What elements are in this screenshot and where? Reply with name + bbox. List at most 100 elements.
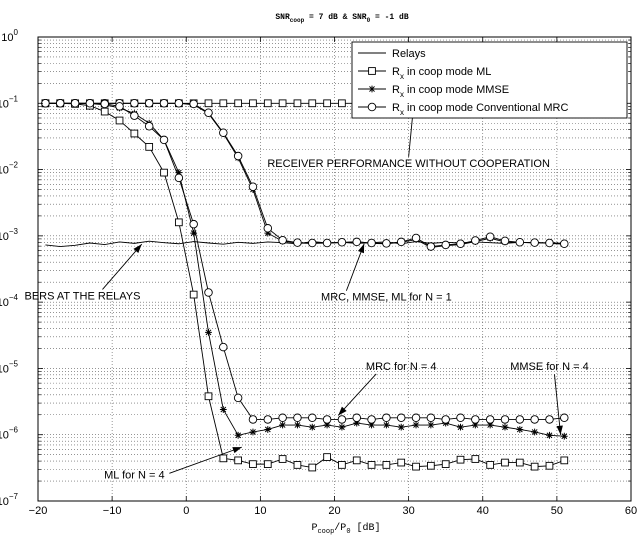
point-mrc-n1 [471, 236, 480, 245]
point-ml-n4 [456, 455, 465, 464]
point-mrc-n4 [396, 413, 406, 423]
point-mmse-n4 [294, 421, 301, 429]
point-ml-n4 [115, 116, 124, 125]
series-ml-n4 [41, 99, 569, 472]
point-mmse-n4 [353, 419, 361, 427]
point-ml-n1 [278, 99, 287, 108]
y-tick-label: 10−2 [0, 161, 19, 177]
point-ml-n4 [204, 392, 213, 401]
point-mrc-n4 [337, 415, 347, 424]
point-mmse-n4 [264, 426, 272, 433]
point-mmse-n4 [516, 426, 524, 433]
point-mrc-n1 [515, 238, 525, 247]
annotation-arrow-head [232, 447, 242, 454]
point-ml-n4 [219, 454, 228, 463]
point-mrc-n4 [382, 413, 391, 423]
point-mrc-n4 [174, 173, 184, 183]
point-mmse-n1 [264, 229, 272, 237]
y-tick-label: 100 [1, 28, 18, 44]
point-mrc-n1 [293, 238, 302, 247]
point-ml-n4 [249, 460, 257, 468]
point-mmse-n4 [249, 428, 257, 436]
legend: Relays Rx in coop mode ML Rx in coop mode … [351, 41, 628, 119]
axis-ticks: −20 −10 0 10 20 30 40 50 60 100 10−1 10−2 10−3 10−4 10… [0, 28, 637, 517]
point-ml-n4 [471, 455, 480, 463]
point-mmse-n4 [486, 421, 494, 429]
series-relays [45, 240, 565, 247]
y-tick-label: 10−5 [0, 359, 19, 375]
point-mmse-n4 [501, 423, 509, 431]
point-mmse-n4 [279, 421, 287, 429]
point-mmse-n4 [219, 406, 227, 413]
point-ml-n4 [263, 460, 272, 468]
point-ml-n4 [189, 290, 198, 299]
point-mmse-n4 [205, 328, 212, 336]
point-ml-n4 [160, 168, 168, 177]
point-mmse-n4 [471, 421, 479, 429]
point-mrc-n4 [411, 413, 421, 423]
legend-marker [367, 102, 377, 112]
point-ml-n4 [515, 458, 524, 467]
series-line-mrc-n1 [45, 102, 565, 248]
point-mrc-n1 [130, 99, 139, 108]
series-line-mmse-n4 [45, 102, 565, 437]
point-mrc-n1 [456, 239, 465, 249]
point-mmse-n4 [368, 421, 375, 429]
series-line-relays [45, 240, 565, 247]
x-tick-label: 30 [403, 505, 415, 517]
point-ml-n4 [397, 458, 406, 467]
point-mmse-n4 [308, 423, 316, 431]
x-tick-label: −10 [103, 505, 122, 517]
annotation-arrow-head [338, 406, 347, 416]
point-ml-n1 [308, 99, 317, 108]
annotation-arrow-shaft [337, 373, 377, 416]
annotation-arrow-shaft [554, 374, 562, 435]
legend-label: Rx in coop mode Conventional MRC [392, 102, 568, 117]
point-ml-n4 [293, 461, 302, 469]
x-axis-label: Pcoop/P0 [dB] [311, 522, 380, 536]
point-mrc-n1 [144, 99, 154, 108]
point-mrc-n4 [560, 413, 569, 423]
point-mmse-n4 [323, 421, 331, 429]
point-mrc-n1 [159, 99, 169, 108]
point-mrc-n1 [426, 242, 436, 251]
point-mrc-n1 [337, 238, 347, 247]
grid [38, 37, 631, 501]
point-ml-n4 [412, 462, 420, 471]
point-mrc-n4 [367, 415, 376, 424]
point-mrc-n4 [545, 415, 554, 424]
point-mrc-n4 [85, 99, 95, 108]
point-mmse-n4 [531, 428, 539, 436]
point-mrc-n1 [545, 238, 554, 248]
point-mrc-n1 [233, 151, 243, 161]
series-mrc-n4 [41, 99, 569, 424]
series-layer [41, 99, 569, 472]
point-ml-n4 [530, 462, 539, 471]
point-ml-n1 [204, 99, 213, 108]
point-ml-n1 [219, 99, 228, 108]
point-mrc-n4 [293, 413, 302, 423]
x-tick-label: 40 [477, 505, 489, 517]
legend-marker [368, 67, 376, 75]
point-mrc-n4 [500, 415, 510, 424]
legend-entry: Rx in coop mode Conventional MRC [358, 102, 568, 117]
series-line-mmse-n1 [45, 102, 565, 248]
annotation-arrow-shaft [102, 243, 143, 290]
point-mrc-n1 [500, 236, 510, 246]
y-tick-label: 10−6 [0, 426, 19, 442]
annotation-label: MRC for N = 4 [366, 361, 437, 373]
point-mrc-n1 [204, 108, 213, 117]
point-ml-n4 [308, 463, 317, 472]
point-mrc-n1 [322, 238, 332, 248]
point-mmse-n4 [234, 431, 242, 439]
point-mrc-n1 [189, 99, 198, 109]
point-mrc-n4 [308, 413, 317, 423]
y-tick-label: 10−4 [0, 293, 19, 309]
series-line-mrc-n4 [45, 102, 565, 420]
point-mmse-n4 [397, 423, 405, 431]
point-mrc-n4 [144, 122, 154, 131]
point-mrc-n1 [278, 235, 287, 245]
point-mrc-n1 [308, 238, 317, 248]
point-mrc-n1 [248, 182, 258, 192]
